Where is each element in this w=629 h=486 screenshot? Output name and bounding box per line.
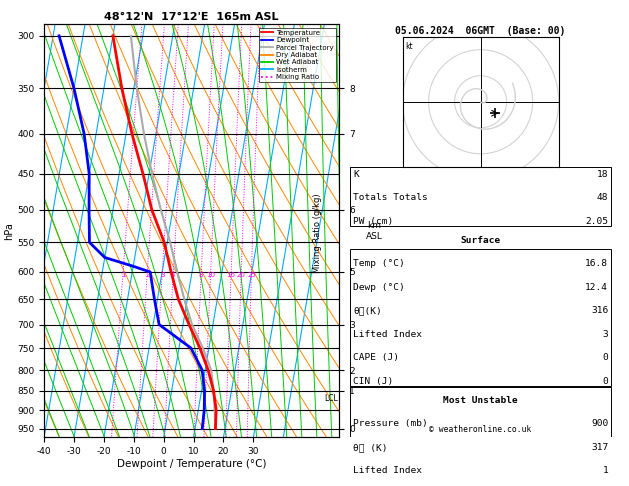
Text: PW (cm): PW (cm) [353, 217, 393, 226]
Text: 316: 316 [591, 306, 608, 315]
Text: © weatheronline.co.uk: © weatheronline.co.uk [430, 425, 532, 434]
Text: 2.05: 2.05 [585, 217, 608, 226]
Text: Temp (°C): Temp (°C) [353, 259, 405, 268]
Text: 3: 3 [603, 330, 608, 339]
Text: 0: 0 [603, 377, 608, 386]
Text: 2: 2 [145, 272, 150, 278]
Text: 1: 1 [603, 467, 608, 475]
Text: 18: 18 [597, 170, 608, 179]
Text: Pressure (mb): Pressure (mb) [353, 419, 428, 428]
Text: θᴇ(K): θᴇ(K) [353, 306, 382, 315]
Text: Mixing Ratio (g/kg): Mixing Ratio (g/kg) [313, 193, 322, 273]
Bar [350, 387, 611, 486]
Text: 16: 16 [226, 272, 236, 278]
Bar [350, 249, 611, 386]
Text: 20: 20 [237, 272, 246, 278]
Text: 10: 10 [206, 272, 215, 278]
Text: 3: 3 [160, 272, 165, 278]
Legend: Temperature, Dewpoint, Parcel Trajectory, Dry Adiabat, Wet Adiabat, Isotherm, Mi: Temperature, Dewpoint, Parcel Trajectory… [259, 28, 336, 82]
Text: θᴇ (K): θᴇ (K) [353, 443, 387, 452]
Bar [350, 167, 611, 226]
Y-axis label: km
ASL: km ASL [365, 221, 382, 241]
Title: 48°12'N  17°12'E  165m ASL: 48°12'N 17°12'E 165m ASL [104, 12, 279, 22]
Text: CIN (J): CIN (J) [353, 377, 393, 386]
Text: Surface: Surface [460, 236, 501, 244]
Text: 317: 317 [591, 443, 608, 452]
Text: 25: 25 [247, 272, 256, 278]
Text: 12.4: 12.4 [585, 283, 608, 292]
Text: 4: 4 [171, 272, 175, 278]
Text: 8: 8 [199, 272, 203, 278]
Text: Dewp (°C): Dewp (°C) [353, 283, 405, 292]
Text: Most Unstable: Most Unstable [443, 396, 518, 405]
Text: 0: 0 [603, 353, 608, 363]
Text: LCL: LCL [325, 394, 338, 403]
Text: 48: 48 [597, 193, 608, 202]
X-axis label: Dewpoint / Temperature (°C): Dewpoint / Temperature (°C) [117, 459, 266, 469]
Text: CAPE (J): CAPE (J) [353, 353, 399, 363]
Text: Totals Totals: Totals Totals [353, 193, 428, 202]
Text: 05.06.2024  06GMT  (Base: 00): 05.06.2024 06GMT (Base: 00) [396, 26, 566, 36]
Text: Lifted Index: Lifted Index [353, 330, 422, 339]
Text: K: K [353, 170, 359, 179]
Text: 900: 900 [591, 419, 608, 428]
Y-axis label: hPa: hPa [4, 222, 14, 240]
Text: Lifted Index: Lifted Index [353, 467, 422, 475]
Text: 16.8: 16.8 [585, 259, 608, 268]
Text: 1: 1 [121, 272, 125, 278]
